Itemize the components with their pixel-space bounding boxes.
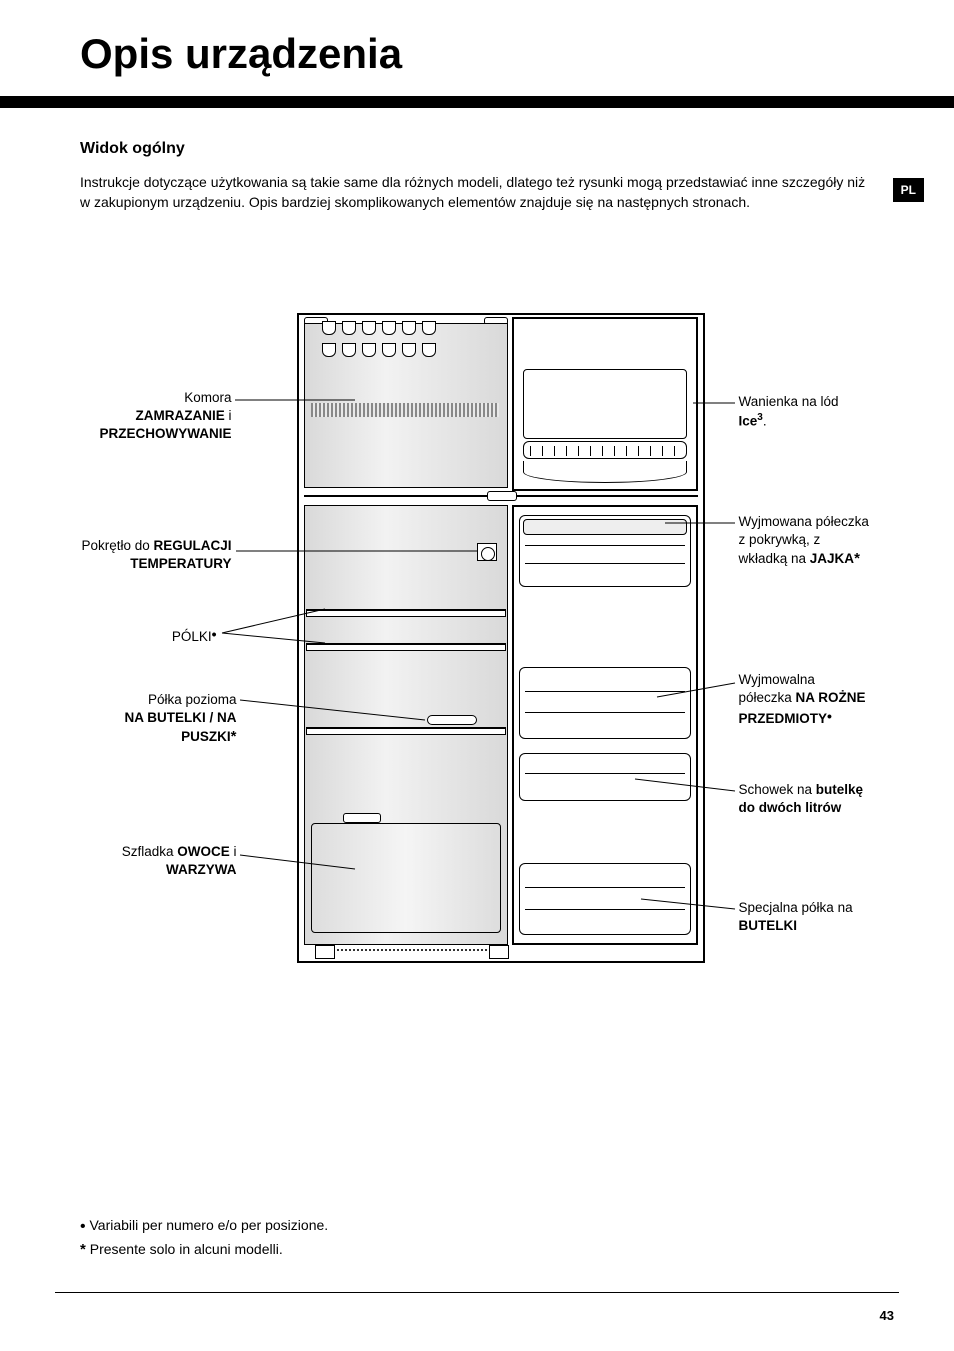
temperature-knob bbox=[477, 543, 497, 561]
label-shelves: PÓLKI• bbox=[77, 625, 217, 646]
label-egg-shelf: Wyjmowana półeczka z pokrywką, z wkładką… bbox=[739, 513, 909, 570]
language-tab: PL bbox=[893, 178, 924, 202]
appliance-diagram: Komora ZAMRAZANIE i PRZECHOWYWANIE Pokrę… bbox=[95, 313, 885, 993]
misc-shelf bbox=[519, 667, 691, 739]
label-two-liter: Schowek na butelkę do dwóch litrów bbox=[739, 781, 909, 817]
two-liter-shelf bbox=[519, 753, 691, 801]
page-number: 43 bbox=[880, 1308, 894, 1323]
label-temperature-knob: Pokrętło do REGULACJI TEMPERATURY bbox=[77, 537, 232, 573]
label-misc-shelf: Wyjmowalna półeczka NA ROŻNE PRZEDMIOTY• bbox=[739, 671, 909, 729]
section-heading: Widok ogólny bbox=[80, 140, 899, 158]
fridge-illustration bbox=[297, 313, 705, 963]
label-ice-tray: Wanienka na lód Ice3. bbox=[739, 393, 899, 431]
footer-rule bbox=[55, 1292, 899, 1294]
label-fruit-veg-drawer: Szfladka OWOCE i WARZYWA bbox=[77, 843, 237, 879]
label-bottle-can-shelf: Półka pozioma NA BUTELKI / NA PUSZKI* bbox=[77, 691, 237, 748]
label-freezer-compartment: Komora ZAMRAZANIE i PRZECHOWYWANIE bbox=[77, 389, 232, 444]
fruit-veg-drawer bbox=[311, 823, 501, 933]
bottle-shelf bbox=[519, 863, 691, 935]
footnotes: • Variabili per numero e/o per posizione… bbox=[80, 1215, 328, 1262]
label-bottle-special: Specjalna półka na BUTELKI bbox=[739, 899, 909, 935]
intro-paragraph: Instrukcje dotyczące użytkowania są taki… bbox=[80, 172, 870, 213]
title-underline-bar bbox=[0, 96, 954, 108]
page-title: Opis urządzenia bbox=[80, 30, 899, 78]
